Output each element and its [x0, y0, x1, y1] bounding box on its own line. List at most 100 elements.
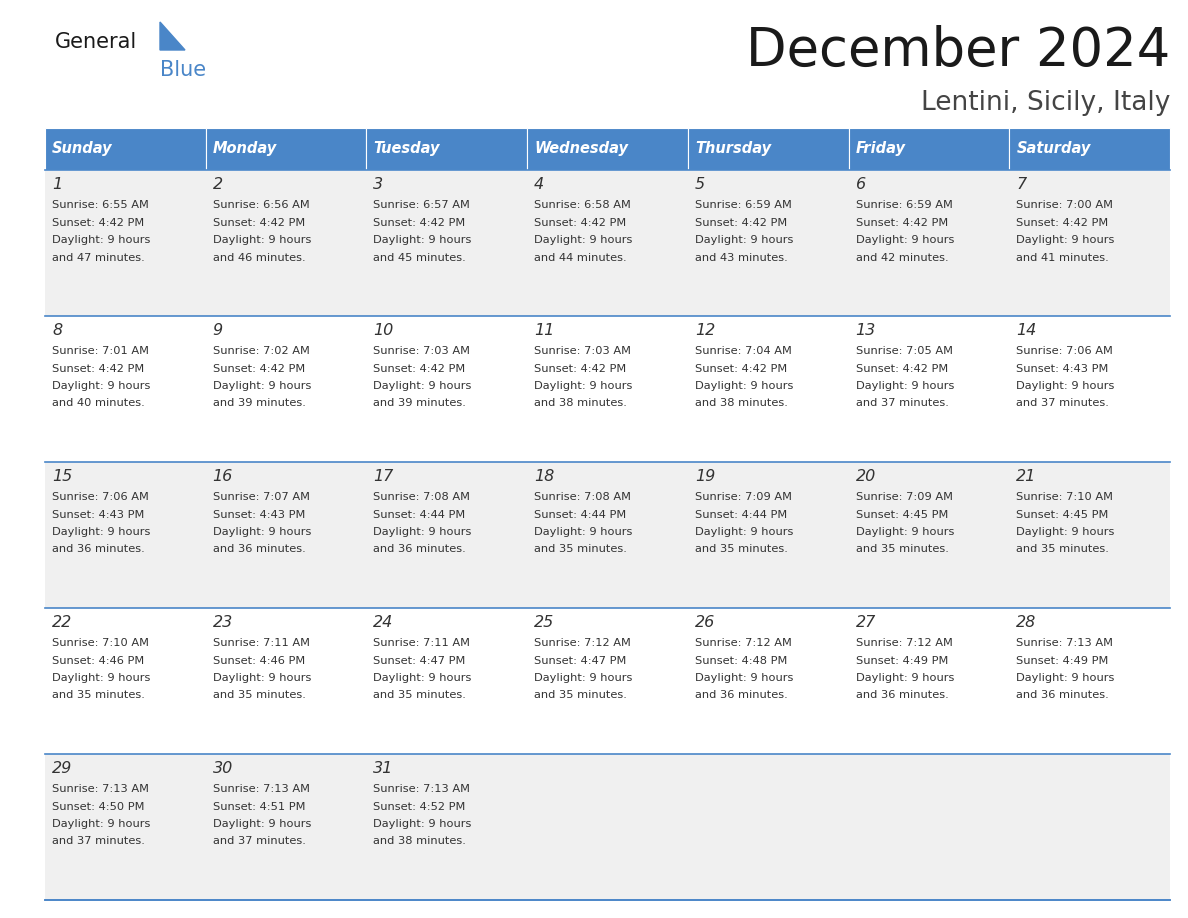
Text: 14: 14 [1016, 323, 1037, 338]
Text: Sunrise: 7:12 AM: Sunrise: 7:12 AM [695, 638, 791, 648]
Text: and 35 minutes.: and 35 minutes. [535, 544, 627, 554]
Polygon shape [160, 22, 185, 50]
Text: and 43 minutes.: and 43 minutes. [695, 252, 788, 263]
Text: and 36 minutes.: and 36 minutes. [695, 690, 788, 700]
Text: Daylight: 9 hours: Daylight: 9 hours [1016, 527, 1114, 537]
Text: 11: 11 [535, 323, 555, 338]
Text: Saturday: Saturday [1016, 141, 1091, 156]
Text: Sunset: 4:47 PM: Sunset: 4:47 PM [535, 655, 626, 666]
Text: 28: 28 [1016, 615, 1037, 630]
Bar [45, 128, 206, 170]
Text: Sunrise: 7:07 AM: Sunrise: 7:07 AM [213, 492, 310, 502]
Text: Daylight: 9 hours: Daylight: 9 hours [213, 381, 311, 391]
Text: and 35 minutes.: and 35 minutes. [213, 690, 305, 700]
Text: Sunrise: 7:08 AM: Sunrise: 7:08 AM [373, 492, 470, 502]
Bar [45, 170, 1170, 316]
Text: and 36 minutes.: and 36 minutes. [52, 544, 145, 554]
Text: Sunrise: 7:03 AM: Sunrise: 7:03 AM [373, 346, 470, 356]
Text: 19: 19 [695, 469, 715, 484]
Text: Daylight: 9 hours: Daylight: 9 hours [1016, 235, 1114, 245]
Text: and 35 minutes.: and 35 minutes. [373, 690, 467, 700]
Text: Daylight: 9 hours: Daylight: 9 hours [855, 235, 954, 245]
Text: Daylight: 9 hours: Daylight: 9 hours [373, 381, 472, 391]
Text: Sunset: 4:48 PM: Sunset: 4:48 PM [695, 655, 788, 666]
Text: and 35 minutes.: and 35 minutes. [535, 690, 627, 700]
Text: Daylight: 9 hours: Daylight: 9 hours [373, 235, 472, 245]
Text: Sunrise: 7:10 AM: Sunrise: 7:10 AM [1016, 492, 1113, 502]
Bar [45, 316, 1170, 462]
Text: Daylight: 9 hours: Daylight: 9 hours [213, 527, 311, 537]
Text: Sunset: 4:42 PM: Sunset: 4:42 PM [695, 218, 788, 228]
Text: and 47 minutes.: and 47 minutes. [52, 252, 145, 263]
Text: Sunrise: 7:09 AM: Sunrise: 7:09 AM [855, 492, 953, 502]
Text: Sunrise: 7:00 AM: Sunrise: 7:00 AM [1016, 200, 1113, 210]
Text: Blue: Blue [160, 60, 207, 80]
Text: Daylight: 9 hours: Daylight: 9 hours [855, 673, 954, 683]
Text: 12: 12 [695, 323, 715, 338]
Text: Daylight: 9 hours: Daylight: 9 hours [855, 381, 954, 391]
Bar [366, 128, 527, 170]
Text: Sunday: Sunday [52, 141, 113, 156]
Text: Sunset: 4:49 PM: Sunset: 4:49 PM [1016, 655, 1108, 666]
Text: and 37 minutes.: and 37 minutes. [855, 398, 948, 409]
Text: Lentini, Sicily, Italy: Lentini, Sicily, Italy [921, 90, 1170, 116]
Text: 17: 17 [373, 469, 393, 484]
Text: Sunset: 4:46 PM: Sunset: 4:46 PM [213, 655, 305, 666]
Text: and 40 minutes.: and 40 minutes. [52, 398, 145, 409]
Text: Daylight: 9 hours: Daylight: 9 hours [52, 819, 151, 829]
Text: Sunrise: 6:57 AM: Sunrise: 6:57 AM [373, 200, 470, 210]
Bar [848, 128, 1010, 170]
Text: Daylight: 9 hours: Daylight: 9 hours [52, 381, 151, 391]
Text: Daylight: 9 hours: Daylight: 9 hours [213, 673, 311, 683]
Text: Sunset: 4:42 PM: Sunset: 4:42 PM [373, 218, 466, 228]
Text: Sunset: 4:42 PM: Sunset: 4:42 PM [1016, 218, 1108, 228]
Bar [1010, 128, 1170, 170]
Text: Sunset: 4:43 PM: Sunset: 4:43 PM [52, 509, 145, 520]
Text: Sunrise: 7:11 AM: Sunrise: 7:11 AM [373, 638, 470, 648]
Text: Daylight: 9 hours: Daylight: 9 hours [373, 527, 472, 537]
Text: Daylight: 9 hours: Daylight: 9 hours [52, 673, 151, 683]
Text: Daylight: 9 hours: Daylight: 9 hours [535, 673, 632, 683]
Text: and 46 minutes.: and 46 minutes. [213, 252, 305, 263]
Text: Sunset: 4:42 PM: Sunset: 4:42 PM [52, 364, 144, 374]
Text: 25: 25 [535, 615, 555, 630]
Text: Daylight: 9 hours: Daylight: 9 hours [52, 235, 151, 245]
Text: Sunset: 4:42 PM: Sunset: 4:42 PM [535, 364, 626, 374]
Text: Sunrise: 7:06 AM: Sunrise: 7:06 AM [1016, 346, 1113, 356]
Text: Sunset: 4:42 PM: Sunset: 4:42 PM [213, 364, 305, 374]
Text: Sunset: 4:45 PM: Sunset: 4:45 PM [855, 509, 948, 520]
Text: 1: 1 [52, 177, 62, 192]
Text: Daylight: 9 hours: Daylight: 9 hours [535, 381, 632, 391]
Text: 27: 27 [855, 615, 876, 630]
Text: Sunset: 4:50 PM: Sunset: 4:50 PM [52, 801, 145, 812]
Text: 10: 10 [373, 323, 393, 338]
Text: Daylight: 9 hours: Daylight: 9 hours [695, 673, 794, 683]
Text: 22: 22 [52, 615, 72, 630]
Text: Sunset: 4:49 PM: Sunset: 4:49 PM [855, 655, 948, 666]
Text: Daylight: 9 hours: Daylight: 9 hours [695, 235, 794, 245]
Text: 15: 15 [52, 469, 72, 484]
Text: and 39 minutes.: and 39 minutes. [373, 398, 467, 409]
Text: Sunrise: 6:59 AM: Sunrise: 6:59 AM [695, 200, 791, 210]
Text: 18: 18 [535, 469, 555, 484]
Text: Sunrise: 7:10 AM: Sunrise: 7:10 AM [52, 638, 148, 648]
Text: Sunrise: 7:13 AM: Sunrise: 7:13 AM [1016, 638, 1113, 648]
Text: and 35 minutes.: and 35 minutes. [52, 690, 145, 700]
Text: 24: 24 [373, 615, 393, 630]
Text: Daylight: 9 hours: Daylight: 9 hours [1016, 381, 1114, 391]
Text: 5: 5 [695, 177, 704, 192]
Text: Sunrise: 7:02 AM: Sunrise: 7:02 AM [213, 346, 310, 356]
Text: December 2024: December 2024 [746, 25, 1170, 77]
Text: 13: 13 [855, 323, 876, 338]
Bar [45, 608, 1170, 754]
Text: Daylight: 9 hours: Daylight: 9 hours [373, 819, 472, 829]
Text: 6: 6 [855, 177, 866, 192]
Text: Sunset: 4:42 PM: Sunset: 4:42 PM [695, 364, 788, 374]
Text: 20: 20 [855, 469, 876, 484]
Text: and 44 minutes.: and 44 minutes. [535, 252, 627, 263]
Text: Sunrise: 7:13 AM: Sunrise: 7:13 AM [373, 784, 470, 794]
Text: and 39 minutes.: and 39 minutes. [213, 398, 305, 409]
Text: Wednesday: Wednesday [535, 141, 628, 156]
Text: Sunset: 4:42 PM: Sunset: 4:42 PM [213, 218, 305, 228]
Text: and 38 minutes.: and 38 minutes. [373, 836, 467, 846]
